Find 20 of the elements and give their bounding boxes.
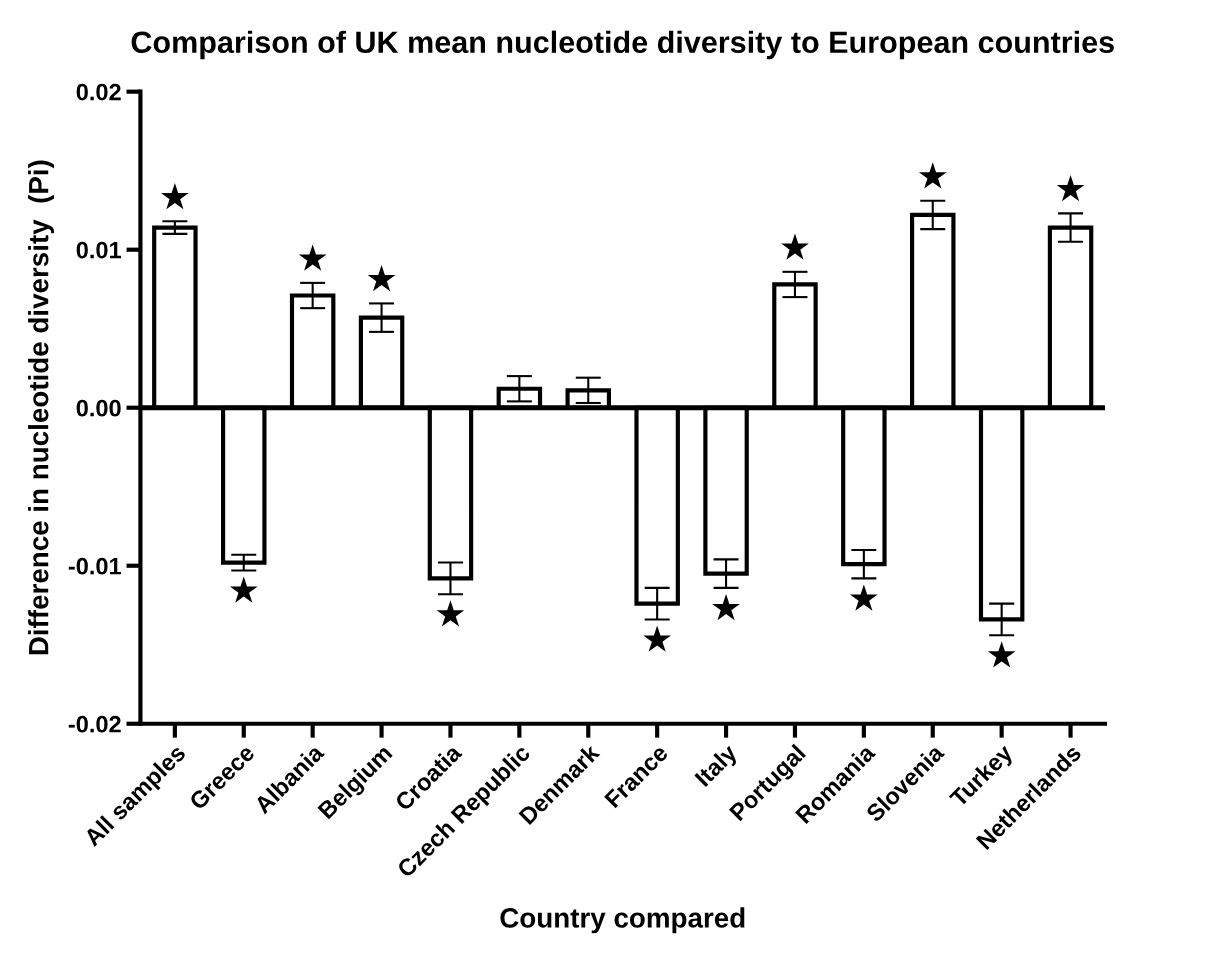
- data-label: ★: [850, 584, 878, 611]
- data-label: ★: [367, 265, 396, 292]
- y-tick-label: -0.02: [68, 715, 121, 733]
- y-tick-label: -0.01: [68, 557, 122, 575]
- y-axis-title: Difference in nucleotide diversity (Pi): [28, 160, 54, 655]
- data-label: ★: [712, 593, 740, 621]
- data-label: ★: [781, 233, 809, 260]
- data-label: ★: [436, 600, 465, 627]
- data-label: ★: [987, 641, 1016, 668]
- data-label: ★: [643, 625, 671, 652]
- y-tick-label: 0.01: [76, 241, 122, 259]
- data-label: ★: [1056, 174, 1085, 202]
- data-label: ★: [229, 576, 258, 603]
- y-tick-label: 0.02: [76, 83, 121, 101]
- data-label: ★: [298, 244, 327, 271]
- data-label: ★: [161, 182, 189, 210]
- x-axis-title: Country compared: [500, 907, 745, 934]
- data-label: ★: [918, 162, 947, 189]
- chart-title: Comparison of UK mean nucleotide diversity to European countries: [131, 30, 1114, 60]
- y-tick-label: 0.00: [76, 399, 121, 417]
